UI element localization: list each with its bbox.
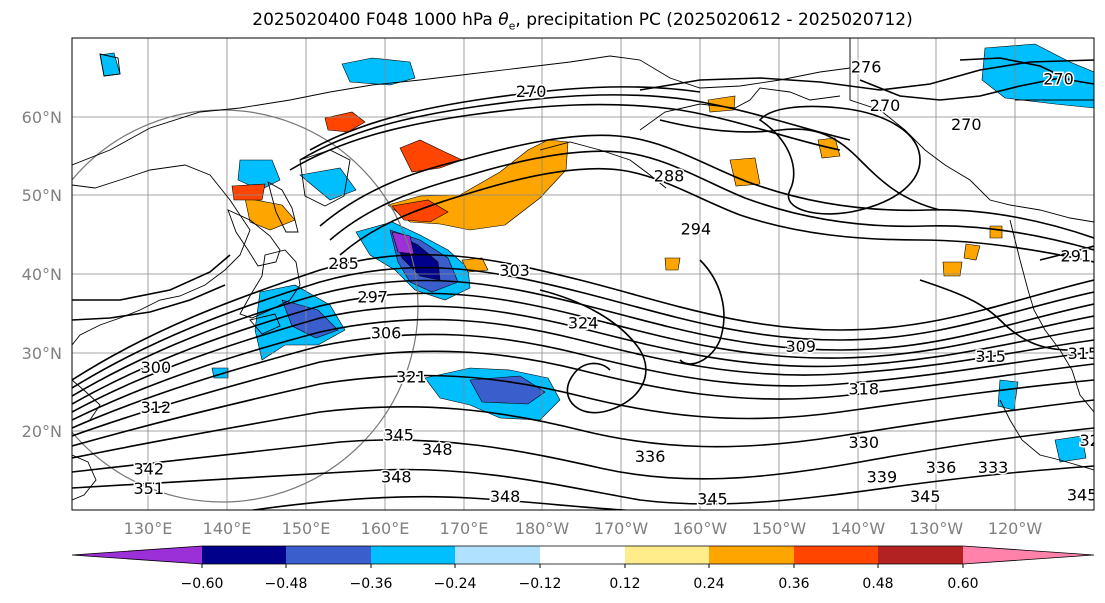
lat-label: 20°N [22, 422, 62, 441]
colorbar-swatch [371, 546, 455, 564]
lon-label: 170°E [440, 519, 489, 538]
precip-negative-area [299, 167, 357, 201]
theta-e-contours [72, 57, 1094, 510]
contour-label: 291 [1061, 247, 1092, 266]
lon-label: 170°W [594, 519, 649, 538]
longitude-labels: 130°E 140°E 150°E 160°E 170°E 180°W 170°… [124, 519, 1043, 538]
lon-label: 160°E [361, 519, 410, 538]
colorbar-swatch [625, 546, 709, 564]
contour-label: 342 [134, 459, 165, 478]
colorbar-extend-max [963, 546, 1094, 564]
contour-label: 345 [383, 426, 414, 445]
colorbar-tick-label: 0.12 [609, 576, 640, 592]
contour-label: 348 [490, 487, 521, 506]
lat-label: 60°N [22, 108, 62, 127]
colorbar-tick-label: −0.60 [181, 576, 224, 592]
colorbar-tick-label: −0.12 [519, 576, 562, 592]
contour-label: 336 [926, 458, 957, 477]
contour-label: 345 [1067, 485, 1098, 504]
contour-label: 270 [516, 82, 547, 101]
contour-label: 309 [785, 337, 816, 356]
plot-frame [71, 37, 1095, 511]
lon-label: 120°W [988, 519, 1043, 538]
contour-label: 351 [134, 479, 165, 498]
contour-label: 348 [381, 467, 412, 486]
colorbar-tick-label: 0.60 [947, 576, 978, 592]
contour-label: 300 [141, 358, 172, 377]
lon-label: 140°W [831, 519, 886, 538]
colorbar-swatch [540, 546, 625, 564]
contour-label: 285 [328, 254, 359, 273]
contour-label: 327 [1079, 431, 1105, 450]
contour-label: 294 [681, 219, 712, 238]
contour-label: 315 [975, 347, 1006, 366]
colorbar-swatch [455, 546, 540, 564]
contour-label: 330 [849, 433, 880, 452]
contour-label: 288 [654, 167, 685, 186]
contour-label: 315 [1068, 344, 1099, 363]
precip-positive-area [729, 157, 761, 187]
precip-strong-positive-area [231, 183, 266, 201]
contour-label: 345 [697, 489, 728, 508]
lon-label: 130°E [124, 519, 173, 538]
colorbar-ticks: −0.60 −0.48 −0.36 −0.24 −0.12 0.12 0.24 0.36 0.4… [181, 564, 979, 592]
colorbar-swatch [709, 546, 794, 564]
graticule [72, 38, 1094, 510]
contour-label: 339 [867, 467, 898, 486]
precip-positive-area [664, 257, 681, 271]
colorbar-extend-min [72, 546, 202, 564]
colorbar-swatch [202, 546, 286, 564]
lat-label: 30°N [22, 344, 62, 363]
contour-label: 312 [141, 398, 172, 417]
lon-label: 130°W [909, 519, 964, 538]
contour-label: 270 [951, 115, 982, 134]
colorbar-tick-label: 0.36 [778, 576, 809, 592]
colorbar-swatch [286, 546, 371, 564]
colorbar-tick-label: −0.36 [350, 576, 393, 592]
precip-positive-area [942, 261, 963, 277]
precip-shading [99, 43, 1094, 463]
lon-label: 180°W [515, 519, 570, 538]
contour-label: 318 [849, 379, 880, 398]
map-title: 2025020400 F048 1000 hPa θe, precipitati… [252, 10, 913, 33]
lat-label: 50°N [22, 186, 62, 205]
contour-labels: 270 270 270 270 276 285 288 294 291 297 300 303 306 3… [132, 56, 1105, 510]
lon-label: 140°E [203, 519, 252, 538]
latitude-labels: 60°N 50°N 40°N 30°N 20°N [22, 108, 62, 441]
precip-positive-area [963, 243, 981, 261]
colorbar [71, 545, 1095, 565]
contour-label: 270 [870, 96, 901, 115]
precip-negative-area [341, 57, 416, 86]
precip-positive-area [989, 225, 1003, 239]
colorbar-tick-label: −0.24 [434, 576, 477, 592]
contour-label: 345 [910, 487, 941, 506]
contour-label: 306 [371, 324, 402, 343]
contour-label: 303 [499, 261, 530, 280]
contour-label: 333 [978, 458, 1009, 477]
contour-label: 270 [1043, 69, 1074, 88]
precip-negative-area [1054, 435, 1087, 463]
colorbar-swatch [878, 546, 963, 564]
colorbar-tick-label: 0.48 [862, 576, 893, 592]
contour-label: 276 [851, 58, 882, 77]
plot-area: 270 270 270 270 276 285 288 294 291 297 300 303 306 3… [72, 38, 1105, 510]
contour-label: 297 [357, 288, 388, 307]
lon-label: 150°E [282, 519, 331, 538]
colorbar-tick-label: 0.24 [693, 576, 724, 592]
precip-strong-negative-area [469, 375, 546, 405]
contour-label: 324 [568, 313, 599, 332]
lat-label: 40°N [22, 265, 62, 284]
contour-label: 336 [635, 447, 666, 466]
colorbar-tick-label: −0.48 [265, 576, 308, 592]
colorbar-swatch [794, 546, 878, 564]
lon-label: 160°W [673, 519, 728, 538]
contour-label: 348 [422, 440, 453, 459]
contour-label: 321 [396, 368, 427, 387]
lon-label: 150°W [752, 519, 807, 538]
